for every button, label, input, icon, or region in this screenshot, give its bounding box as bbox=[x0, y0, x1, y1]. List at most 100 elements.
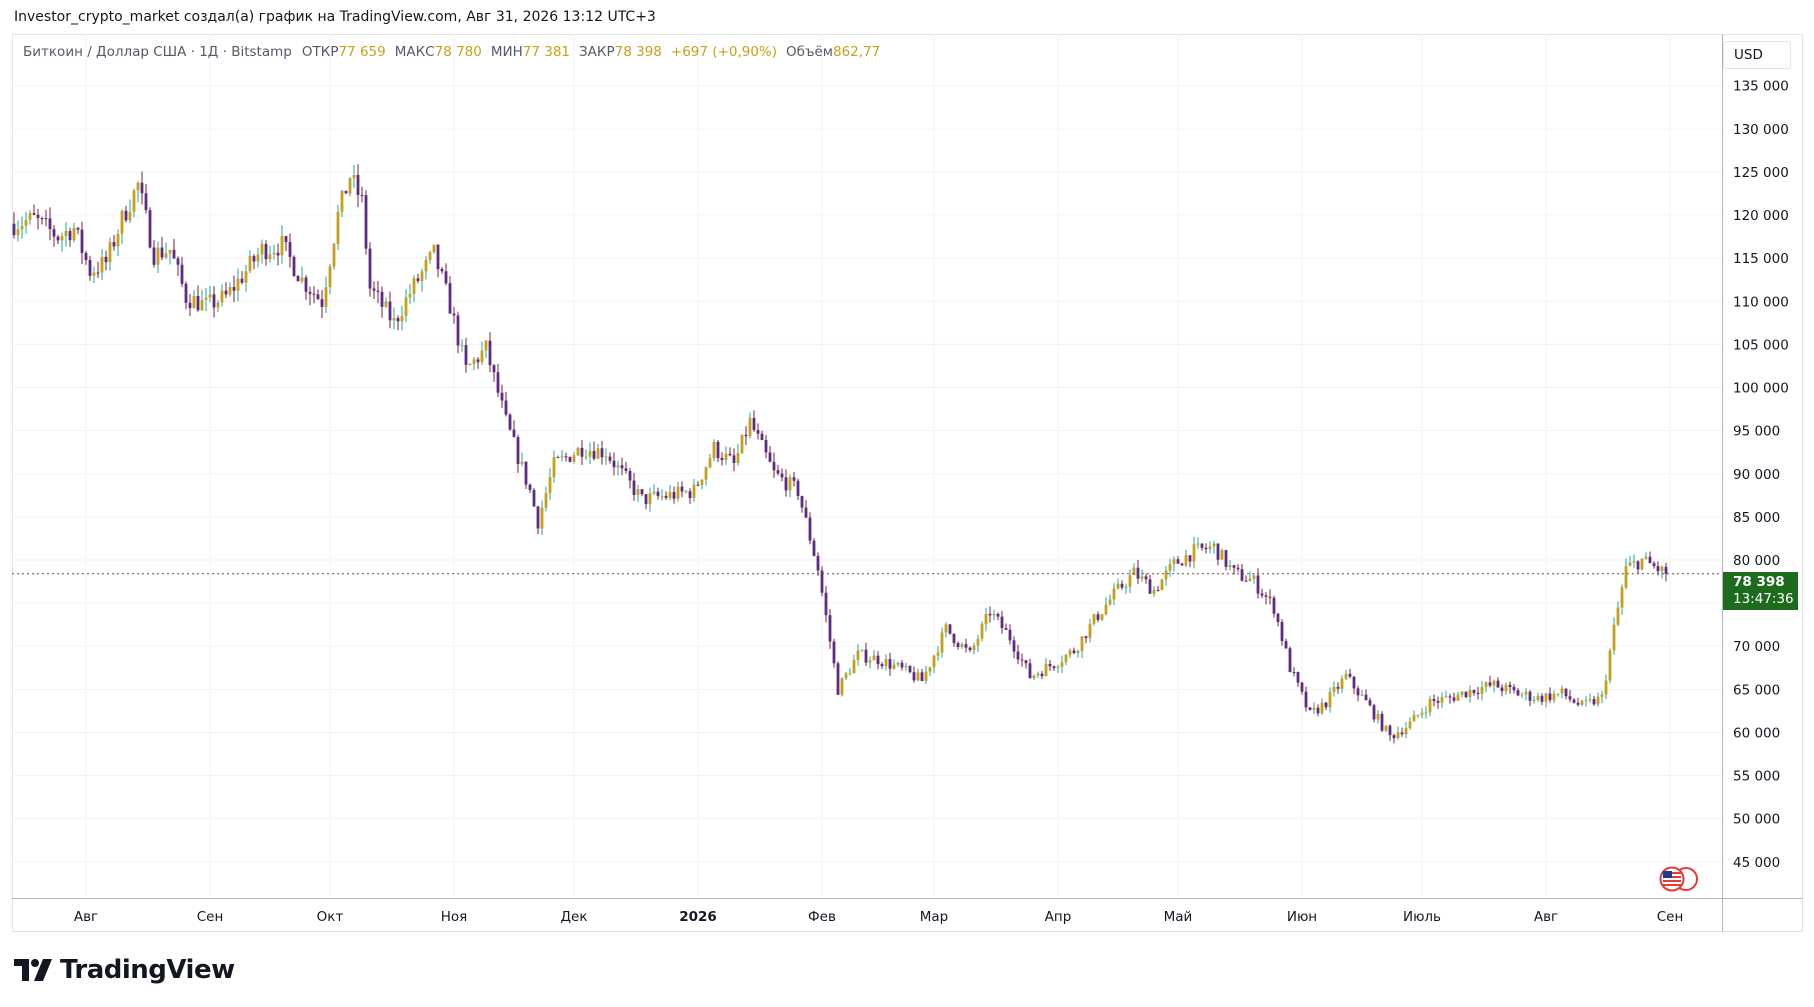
candle bbox=[1416, 714, 1420, 719]
last-price-label: 78 398 13:47:36 bbox=[1723, 572, 1798, 610]
candle bbox=[224, 282, 228, 299]
candle bbox=[836, 661, 840, 696]
candle bbox=[24, 211, 28, 234]
candle bbox=[136, 180, 140, 203]
change-value: +697 (+0,90%) bbox=[670, 44, 778, 60]
time-tick-label: Ноя bbox=[441, 909, 468, 925]
time-tick-label: Мар bbox=[920, 909, 949, 925]
candle bbox=[760, 430, 764, 441]
candle bbox=[716, 439, 720, 463]
candle bbox=[1392, 733, 1396, 744]
candle bbox=[1244, 575, 1248, 582]
time-tick-label: Сен bbox=[197, 909, 224, 925]
candle bbox=[976, 634, 980, 653]
candle bbox=[456, 311, 460, 354]
candle bbox=[1484, 681, 1488, 693]
candle bbox=[188, 294, 192, 317]
candle bbox=[1648, 551, 1652, 564]
high-label: МАКС bbox=[394, 44, 435, 60]
candle bbox=[1044, 658, 1048, 677]
price-tick-label: 130 000 bbox=[1733, 122, 1789, 138]
candle bbox=[144, 183, 148, 214]
candle bbox=[1408, 717, 1412, 731]
candle bbox=[44, 209, 48, 227]
price-tick-label: 45 000 bbox=[1733, 855, 1780, 871]
price-tick-label: 120 000 bbox=[1733, 208, 1789, 224]
candle bbox=[1296, 671, 1300, 687]
candle bbox=[220, 284, 224, 307]
candle bbox=[484, 340, 488, 358]
tradingview-logo[interactable]: TradingView bbox=[14, 953, 235, 987]
candle bbox=[996, 612, 1000, 621]
candle bbox=[848, 667, 852, 676]
candle bbox=[1504, 682, 1508, 695]
candle bbox=[1124, 583, 1128, 594]
time-tick-label: Июн bbox=[1287, 909, 1317, 925]
candle bbox=[560, 450, 564, 462]
candle bbox=[992, 609, 996, 621]
candle bbox=[1388, 724, 1392, 741]
high-value: 78 780 bbox=[434, 44, 482, 60]
candle bbox=[752, 410, 756, 432]
candle bbox=[1480, 680, 1484, 701]
candle bbox=[160, 236, 164, 261]
candle bbox=[28, 210, 32, 225]
candle bbox=[1324, 701, 1328, 711]
candle bbox=[568, 456, 572, 463]
candle bbox=[1496, 677, 1500, 688]
candle bbox=[1540, 693, 1544, 706]
candle bbox=[1236, 564, 1240, 572]
candle bbox=[1428, 695, 1432, 717]
candle bbox=[448, 276, 452, 314]
candle bbox=[444, 263, 448, 286]
candle bbox=[1028, 658, 1032, 679]
candle bbox=[620, 457, 624, 476]
candle bbox=[1512, 683, 1516, 694]
candle bbox=[80, 221, 84, 265]
volume-value: 862,77 bbox=[833, 44, 881, 60]
currency-button[interactable]: USD bbox=[1723, 41, 1791, 69]
time-tick-label: Авг bbox=[74, 909, 98, 925]
candle bbox=[956, 641, 960, 650]
candle bbox=[352, 165, 356, 189]
candle bbox=[668, 484, 672, 501]
candle bbox=[628, 467, 632, 489]
candle bbox=[656, 487, 660, 500]
candle bbox=[672, 486, 676, 504]
candle bbox=[316, 289, 320, 300]
low-value: 77 381 bbox=[522, 44, 571, 60]
price-tick-label: 110 000 bbox=[1733, 294, 1789, 310]
candle bbox=[208, 285, 212, 303]
candle bbox=[1456, 691, 1460, 701]
candle bbox=[488, 332, 492, 373]
candle bbox=[476, 357, 480, 369]
candle bbox=[108, 237, 112, 271]
candle bbox=[892, 659, 896, 670]
candle bbox=[1604, 674, 1608, 700]
candle bbox=[968, 646, 972, 653]
candle bbox=[500, 384, 504, 408]
candle bbox=[1312, 702, 1316, 714]
candle bbox=[684, 489, 688, 494]
candle bbox=[40, 216, 44, 225]
symbol-title[interactable]: Биткоин / Доллар США · 1Д · Bitstamp bbox=[23, 44, 292, 60]
candle bbox=[1040, 670, 1044, 680]
candle bbox=[1376, 710, 1380, 724]
candle bbox=[1600, 690, 1604, 704]
us-flag-icon[interactable] bbox=[1659, 866, 1699, 892]
candle bbox=[880, 662, 884, 670]
chart-frame[interactable] bbox=[12, 34, 1803, 932]
candle bbox=[1572, 698, 1576, 704]
candle bbox=[1036, 671, 1040, 679]
time-tick-label: Фев bbox=[808, 909, 836, 925]
candle bbox=[1144, 573, 1148, 584]
candle bbox=[876, 651, 880, 670]
candle bbox=[872, 649, 876, 661]
candle bbox=[56, 234, 60, 244]
candle bbox=[1248, 571, 1252, 582]
candle bbox=[1240, 563, 1244, 582]
candle bbox=[928, 666, 932, 677]
candle bbox=[604, 448, 608, 466]
candle bbox=[616, 460, 620, 476]
